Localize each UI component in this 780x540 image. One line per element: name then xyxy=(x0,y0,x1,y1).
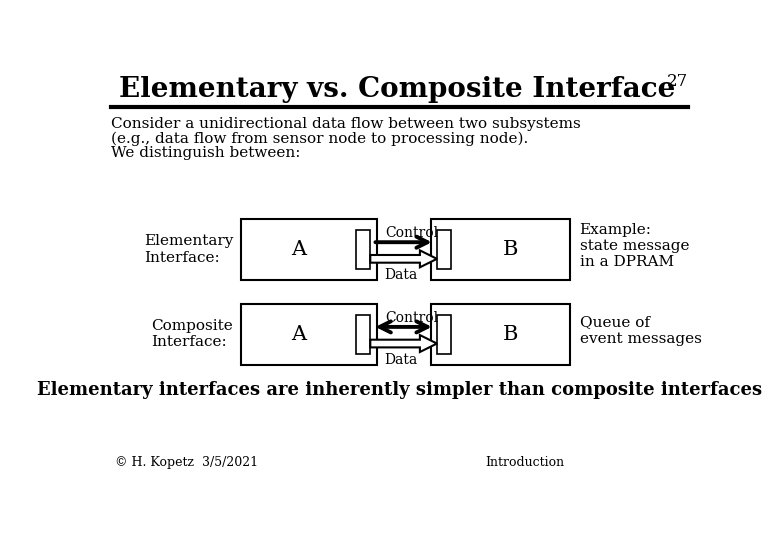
Text: Queue of
event messages: Queue of event messages xyxy=(580,315,701,346)
Text: © H. Kopetz  3/5/2021: © H. Kopetz 3/5/2021 xyxy=(115,456,257,469)
Text: Composite
Interface:: Composite Interface: xyxy=(151,319,233,349)
Text: 27: 27 xyxy=(667,72,688,90)
Text: Data: Data xyxy=(385,268,417,282)
Bar xyxy=(241,303,377,365)
Bar xyxy=(356,231,370,269)
Text: Elementary
Interface:: Elementary Interface: xyxy=(144,234,233,265)
Text: (e.g., data flow from sensor node to processing node).: (e.g., data flow from sensor node to pro… xyxy=(112,132,529,146)
Bar xyxy=(437,315,451,354)
Polygon shape xyxy=(370,335,437,352)
Text: Control: Control xyxy=(385,310,438,325)
Text: A: A xyxy=(291,325,307,344)
Bar xyxy=(356,315,370,354)
Text: A: A xyxy=(291,240,307,259)
Text: Introduction: Introduction xyxy=(485,456,564,469)
Bar xyxy=(431,303,570,365)
Polygon shape xyxy=(370,251,437,267)
Text: Data: Data xyxy=(385,353,417,367)
Bar xyxy=(431,219,570,280)
Bar xyxy=(241,219,377,280)
Bar xyxy=(437,231,451,269)
Text: Control: Control xyxy=(385,226,438,240)
Text: Elementary vs. Composite Interface: Elementary vs. Composite Interface xyxy=(119,76,675,103)
Text: Example:
state message
in a DPRAM: Example: state message in a DPRAM xyxy=(580,222,689,269)
Text: B: B xyxy=(503,240,518,259)
Text: Elementary interfaces are inherently simpler than composite interfaces: Elementary interfaces are inherently sim… xyxy=(37,381,762,399)
Text: Consider a unidirectional data flow between two subsystems: Consider a unidirectional data flow betw… xyxy=(112,117,581,131)
Text: B: B xyxy=(503,325,518,344)
Text: We distinguish between:: We distinguish between: xyxy=(112,146,301,160)
